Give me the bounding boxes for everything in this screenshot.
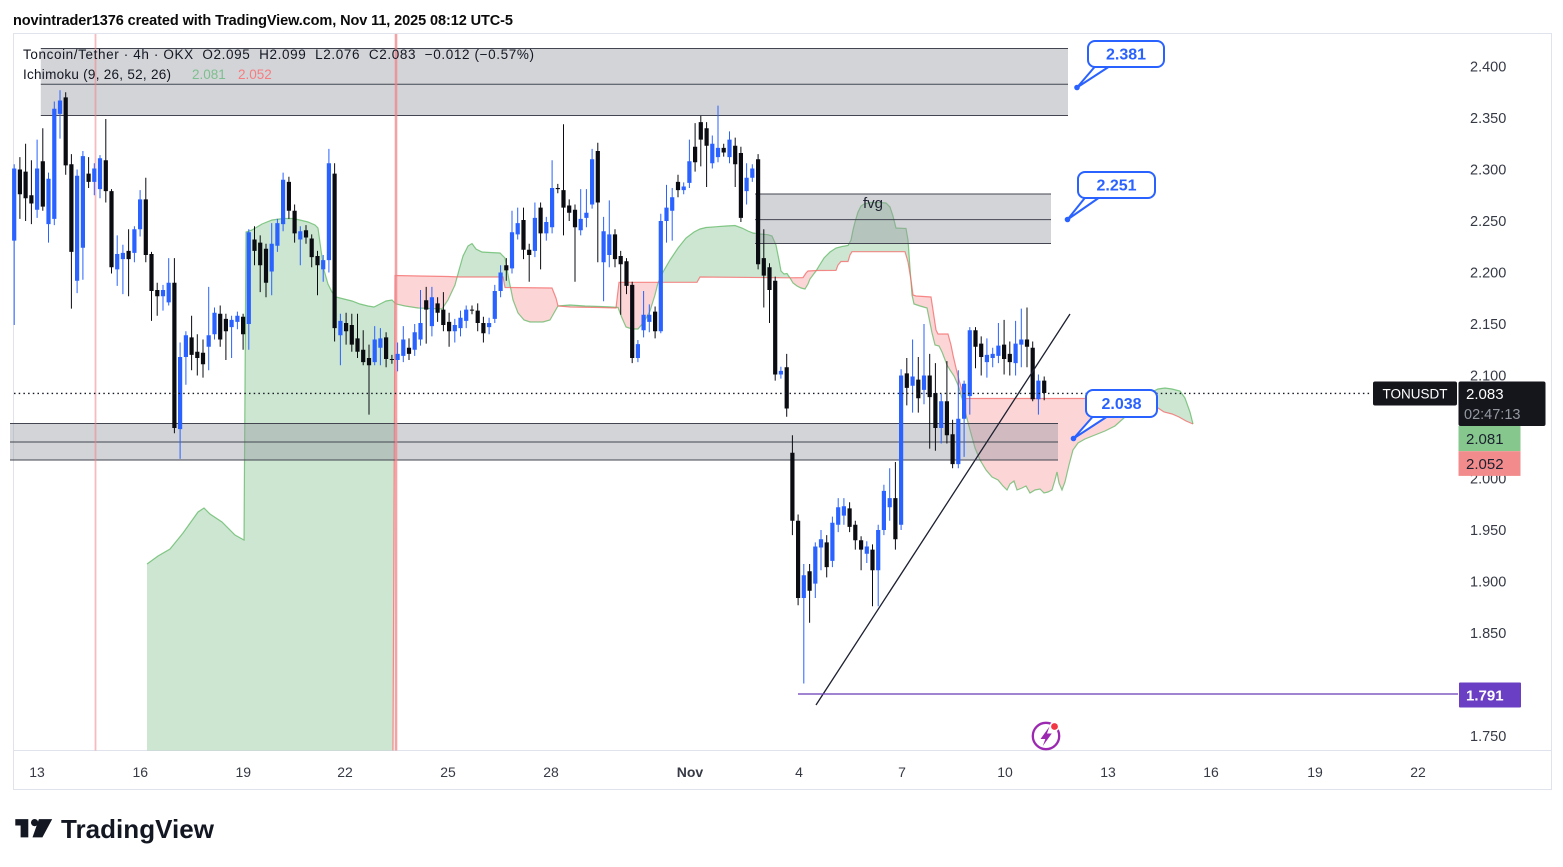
svg-text:2.052: 2.052 (1466, 456, 1504, 473)
svg-text:fvg: fvg (863, 195, 883, 212)
svg-text:2.400: 2.400 (1470, 60, 1506, 76)
svg-text:Nov: Nov (677, 764, 704, 780)
svg-text:2.381: 2.381 (1106, 47, 1146, 64)
svg-text:22: 22 (337, 764, 353, 780)
svg-text:1.791: 1.791 (1466, 688, 1504, 705)
svg-text:2.081: 2.081 (192, 67, 226, 82)
svg-text:2.081: 2.081 (1466, 431, 1504, 448)
svg-text:1.900: 1.900 (1470, 575, 1506, 591)
svg-text:2.350: 2.350 (1470, 111, 1506, 127)
svg-text:25: 25 (440, 764, 456, 780)
svg-text:4: 4 (795, 764, 803, 780)
svg-text:2.150: 2.150 (1470, 317, 1506, 333)
svg-text:2.300: 2.300 (1470, 163, 1506, 179)
svg-text:22: 22 (1410, 764, 1426, 780)
svg-text:2.100: 2.100 (1470, 369, 1506, 385)
svg-text:13: 13 (29, 764, 45, 780)
svg-text:Toncoin/Tether · 4h · OKX O2.: Toncoin/Tether · 4h · OKX O2.095 H2.099 … (23, 47, 534, 62)
svg-text:Ichimoku (9, 26, 52, 26): Ichimoku (9, 26, 52, 26) (23, 67, 171, 82)
svg-text:10: 10 (997, 764, 1013, 780)
svg-text:TONUSDT: TONUSDT (1382, 387, 1447, 402)
svg-text:2.250: 2.250 (1470, 214, 1506, 230)
svg-text:16: 16 (133, 764, 149, 780)
svg-text:TradingView: TradingView (61, 814, 215, 844)
svg-text:19: 19 (236, 764, 252, 780)
svg-text:7: 7 (898, 764, 906, 780)
svg-text:2.052: 2.052 (238, 67, 272, 82)
svg-text:28: 28 (543, 764, 559, 780)
svg-text:2.251: 2.251 (1096, 178, 1136, 195)
svg-text:2.038: 2.038 (1101, 396, 1141, 413)
svg-text:02:47:13: 02:47:13 (1464, 407, 1520, 423)
svg-text:2.200: 2.200 (1470, 266, 1506, 282)
svg-text:1.750: 1.750 (1470, 729, 1506, 745)
svg-text:novintrader1376 created with T: novintrader1376 created with TradingView… (13, 13, 513, 29)
svg-text:19: 19 (1307, 764, 1323, 780)
svg-text:2.083: 2.083 (1466, 386, 1504, 403)
svg-text:1.850: 1.850 (1470, 626, 1506, 642)
svg-text:1.950: 1.950 (1470, 523, 1506, 539)
svg-text:16: 16 (1203, 764, 1219, 780)
svg-text:13: 13 (1100, 764, 1116, 780)
